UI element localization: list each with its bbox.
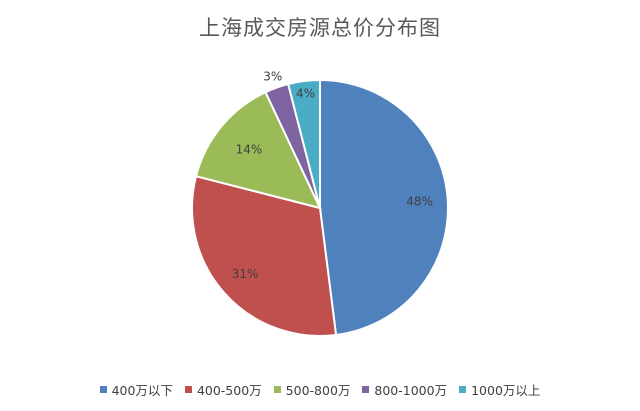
data-label-1: 48% xyxy=(406,195,433,209)
legend-item-4: 800-1000万 xyxy=(362,380,447,399)
legend-label: 400-500万 xyxy=(196,383,262,398)
chart-legend: 400万以下 400-500万 500-800万 800-1000万 1000万以上 xyxy=(0,380,640,399)
legend-label: 400万以下 xyxy=(111,383,173,398)
legend-item-5: 1000万以上 xyxy=(459,380,540,399)
legend-swatch-icon xyxy=(459,386,467,393)
legend-item-3: 500-800万 xyxy=(273,380,351,399)
data-label-4: 3% xyxy=(263,70,282,84)
data-label-5: 4% xyxy=(296,87,315,101)
legend-label: 500-800万 xyxy=(285,383,351,398)
legend-item-1: 400万以下 xyxy=(99,380,173,399)
data-label-2: 31% xyxy=(232,267,259,281)
legend-swatch-icon xyxy=(99,386,107,393)
pie-slice-2 xyxy=(191,174,338,337)
legend-swatch-icon xyxy=(184,386,192,393)
legend-swatch-icon xyxy=(362,386,370,393)
chart-title: 上海成交房源总价分布图 xyxy=(199,16,441,40)
legend-label: 800-1000万 xyxy=(374,383,448,398)
pie-slice-1 xyxy=(319,78,449,337)
legend-label: 1000万以上 xyxy=(471,383,541,398)
pie-slice-3 xyxy=(194,90,322,210)
legend-item-2: 400-500万 xyxy=(184,380,262,399)
data-label-3: 14% xyxy=(236,142,263,156)
legend-swatch-icon xyxy=(273,386,281,393)
pie-slice-5 xyxy=(286,78,321,209)
